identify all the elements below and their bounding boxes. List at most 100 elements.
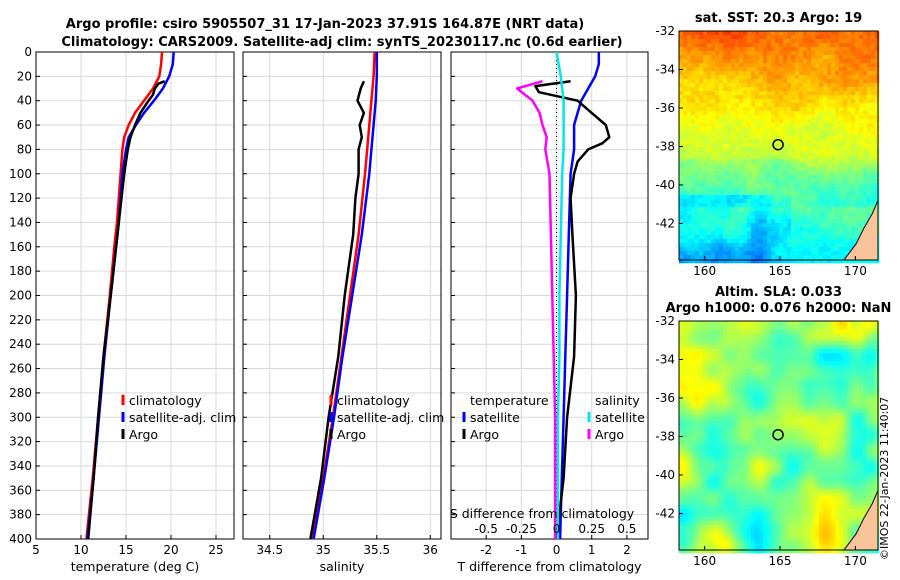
heatmap-cell [711,163,716,168]
heatmap-cell [699,171,704,176]
heatmap-cell [791,151,796,156]
heatmap-cell [847,207,852,212]
heatmap-cell [875,131,880,136]
heatmap-cell [731,243,736,248]
heatmap-cell [767,243,772,248]
heatmap-cell [723,517,728,522]
heatmap-cell [803,381,808,386]
heatmap-cell [719,151,724,156]
heatmap-cell [867,75,872,80]
heatmap-cell [715,361,720,366]
heatmap-cell [711,55,716,60]
heatmap-cell [791,345,796,350]
heatmap-cell [683,329,688,334]
heatmap-cell [787,413,792,418]
heatmap-cell [771,441,776,446]
heatmap-cell [699,509,704,514]
heatmap-cell [763,243,768,248]
y-tick-label: -38 [655,139,675,153]
heatmap-cell [711,325,716,330]
heatmap-cell [807,79,812,84]
heatmap-cell [823,127,828,132]
heatmap-cell [815,107,820,112]
heatmap-cell [727,63,732,68]
heatmap-cell [791,333,796,338]
heatmap-cell [871,151,876,156]
heatmap-cell [699,537,704,542]
heatmap-cell [719,95,724,100]
heatmap-cell [735,127,740,132]
heatmap-cell [739,397,744,402]
heatmap-cell [695,329,700,334]
heatmap-cell [807,247,812,252]
series-line-t-argo [534,79,611,540]
heatmap-cell [795,103,800,108]
heatmap-cell [791,131,796,136]
heatmap-cell [831,67,836,72]
heatmap-cell [703,67,708,72]
heatmap-cell [855,99,860,104]
heatmap-cell [871,183,876,188]
heatmap-cell [707,79,712,84]
heatmap-cell [723,175,728,180]
heatmap-cell [803,385,808,390]
heatmap-cell [699,437,704,442]
heatmap-cell [767,421,772,426]
heatmap-cell [835,31,840,36]
heatmap-cell [815,151,820,156]
heatmap-cell [767,139,772,144]
heatmap-cell [839,243,844,248]
heatmap-cell [731,413,736,418]
heatmap-cell [747,59,752,64]
heatmap-cell [699,243,704,248]
heatmap-cell [739,381,744,386]
heatmap-cell [751,115,756,120]
heatmap-cell [787,357,792,362]
heatmap-cell [767,417,772,422]
heatmap-cell [679,413,684,418]
heatmap-cell [695,549,700,554]
heatmap-cell [827,55,832,60]
heatmap-cell [759,477,764,482]
heatmap-cell [799,259,804,264]
heatmap-cell [743,441,748,446]
heatmap-cell [687,373,692,378]
heatmap-cell [691,143,696,148]
heatmap-cell [847,103,852,108]
heatmap-cell [691,223,696,228]
heatmap-cell [791,259,796,264]
heatmap-cell [707,321,712,326]
heatmap-cell [727,207,732,212]
heatmap-cell [735,143,740,148]
heatmap-cell [863,131,868,136]
heatmap-cell [727,365,732,370]
heatmap-cell [783,361,788,366]
heatmap-cell [779,47,784,52]
heatmap-cell [723,321,728,326]
heatmap-cell [775,39,780,44]
heatmap-cell [763,485,768,490]
heatmap-cell [771,55,776,60]
heatmap-cell [811,219,816,224]
heatmap-cell [723,255,728,260]
heatmap-cell [767,247,772,252]
heatmap-cell [843,79,848,84]
heatmap-cell [747,71,752,76]
heatmap-cell [755,195,760,200]
heatmap-cell [783,533,788,538]
heatmap-cell [803,199,808,204]
heatmap-cell [731,131,736,136]
heatmap-cell [691,243,696,248]
heatmap-cell [695,247,700,252]
heatmap-cell [827,155,832,160]
heatmap-cell [707,489,712,494]
heatmap-cell [771,175,776,180]
s-tick-label: 0 [553,522,561,536]
heatmap-cell [751,345,756,350]
heatmap-cell [779,501,784,506]
heatmap-cell [795,251,800,256]
heatmap-cell [699,349,704,354]
heatmap-cell [711,405,716,410]
heatmap-cell [839,159,844,164]
heatmap-cell [795,445,800,450]
